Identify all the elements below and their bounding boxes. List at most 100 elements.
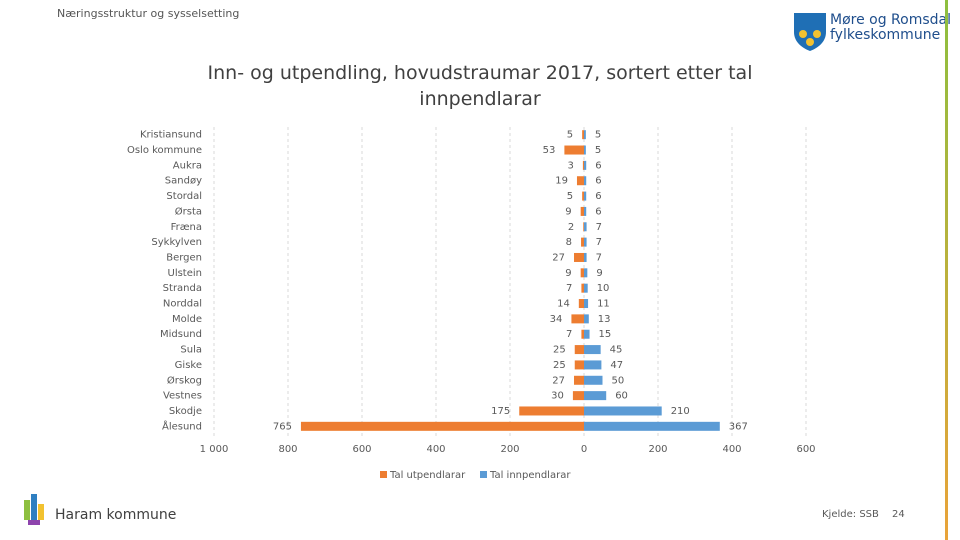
data-label: 19 [555,176,568,187]
y-tick-label: Sula [180,345,202,356]
y-tick-label: Sandøy [165,176,202,187]
y-tick-label: Aukra [173,160,202,171]
data-label: 45 [610,345,623,356]
footer-logo [24,494,44,525]
bar [584,145,586,155]
y-tick-label: Oslo kommune [127,145,202,156]
y-tick-label: Kristiansund [140,130,202,141]
bar [584,329,590,339]
bar [574,252,584,262]
data-label: 47 [610,360,623,371]
logo-line: Møre og Romsdal [830,12,952,28]
y-tick-label: Stordal [166,191,202,202]
bar [574,360,584,370]
x-tick-label: 600 [352,444,371,455]
data-label: 8 [566,237,572,248]
x-tick-label: 600 [796,444,815,455]
data-label: 11 [597,299,610,310]
data-label: 50 [612,375,625,386]
y-tick-label: Ulstein [168,268,203,279]
x-tick-label: 800 [278,444,297,455]
bar [581,329,584,339]
x-tick-label: 400 [722,444,741,455]
bar [580,206,584,216]
y-tick-label: Skodje [169,406,202,417]
x-tick-label: 400 [426,444,445,455]
page-number: 24 [892,509,905,520]
y-tick-label: Stranda [163,283,202,294]
data-label: 7 [566,283,572,294]
data-label: 367 [729,421,748,432]
data-label: 765 [273,421,292,432]
y-tick-label: Giske [175,360,202,371]
bar [584,299,589,309]
bar [584,176,587,186]
bar [584,391,607,401]
bar [584,206,587,216]
bar [571,314,584,324]
data-label: 9 [565,206,571,217]
bar [584,375,603,385]
data-label: 53 [543,145,556,156]
y-tick-label: Midsund [160,329,202,340]
logo-line: fylkeskommune [830,27,941,43]
bar [584,130,586,140]
bar [584,283,588,293]
bar [564,145,584,155]
chart: 1 000 800 600 400 200 0 200 400 600 Kristiansund O… [127,127,816,481]
y-tick-label: Ålesund [162,419,202,432]
bar [578,299,584,309]
bar [581,237,584,247]
data-label: 6 [595,176,601,187]
data-label: 6 [595,206,601,217]
data-label: 27 [552,375,565,386]
bar [584,160,587,170]
organisation: Haram kommune [55,507,177,523]
data-label: 5 [595,145,601,156]
data-label: 7 [596,252,602,263]
chart-title: Inn- og utpendling, hovudstraumar 2017, … [207,62,753,110]
y-tick-label: Ørsta [175,205,202,217]
bar [584,406,662,416]
y-tick-label: Vestnes [163,391,202,402]
data-label: 6 [595,160,601,171]
bar [582,191,584,201]
bar [519,406,584,416]
bar [572,391,584,401]
data-label: 5 [567,130,573,141]
data-label: 7 [566,329,572,340]
bar [574,345,584,355]
y-tick-label: Norddal [163,299,202,310]
logo-text: Møre og Romsdal fylkeskommune [830,13,951,43]
data-label: 25 [553,345,566,356]
section-label: Næringsstruktur og sysselsetting [57,7,240,20]
data-label: 9 [596,268,602,279]
bar [576,176,584,186]
data-label: 2 [568,222,574,233]
data-label: 3 [568,160,574,171]
bar [584,252,587,262]
legend-label: Tal innpendlarar [489,470,571,481]
y-tick-label: Fræna [171,222,202,233]
y-tick-label: Sykkylven [151,237,202,248]
bar [584,314,589,324]
y-tick-label: Molde [172,314,202,325]
x-tick-label: 200 [648,444,667,455]
legend-swatch [380,471,387,478]
bar [584,237,587,247]
bar [300,421,584,431]
legend-label: Tal utpendlarar [389,470,466,481]
data-label: 210 [671,406,690,417]
y-tick-label: Ørskog [167,374,202,386]
data-label: 30 [551,391,564,402]
bar [584,268,588,278]
bar [580,268,584,278]
data-label: 34 [550,314,563,325]
bar [581,283,584,293]
data-label: 15 [599,329,612,340]
data-label: 14 [557,299,570,310]
bar [584,421,720,431]
bar [584,191,587,201]
data-label: 5 [595,130,601,141]
